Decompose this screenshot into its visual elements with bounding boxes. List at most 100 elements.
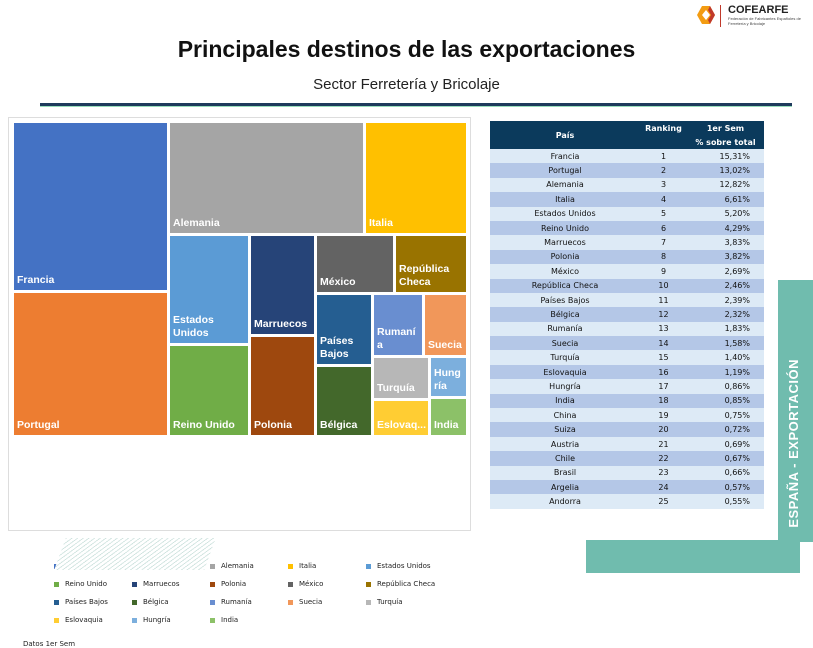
treemap-cell-label: Portugal (17, 419, 60, 431)
treemap-cell: Marruecos (250, 235, 315, 335)
legend-swatch (132, 581, 137, 587)
share-cell: 0,57% (686, 479, 764, 495)
legend-swatch (366, 599, 371, 605)
legend-swatch (210, 581, 215, 587)
legend-swatch (288, 599, 293, 605)
legend-item: Reino Unido (54, 580, 107, 588)
treemap-cell: Turquía (373, 357, 429, 399)
table-row: Turquía 15 1,40% (490, 350, 764, 365)
page-subtitle: Sector Ferretería y Bricolaje (313, 76, 500, 93)
country-cell: Estados Unidos (490, 206, 640, 221)
share-cell: 1,83% (686, 321, 764, 337)
legend-item: República Checa (366, 580, 435, 588)
logo-mark-icon (697, 6, 715, 24)
rank-cell: 3 (640, 177, 687, 193)
rank-cell: 14 (640, 336, 687, 351)
country-cell: Andorra (490, 494, 640, 509)
legend-swatch (210, 599, 215, 605)
table-row: Brasil 23 0,66% (490, 465, 764, 480)
treemap-cell: Eslovaq... (373, 400, 429, 436)
table-row: Portugal 2 13,02% (490, 163, 764, 178)
legend-swatch (54, 617, 59, 623)
table-row: Austria 21 0,69% (490, 436, 764, 452)
title-divider (40, 103, 792, 107)
legend-label: Polonia (221, 580, 247, 588)
share-cell: 0,86% (686, 379, 764, 394)
table-row: India 18 0,85% (490, 393, 764, 409)
share-cell: 3,83% (686, 235, 764, 250)
country-cell: Países Bajos (490, 292, 640, 308)
treemap-cell-label: India (434, 419, 459, 431)
share-cell: 2,39% (686, 292, 764, 308)
legend-item: Países Bajos (54, 598, 108, 606)
share-cell: 1,40% (686, 350, 764, 365)
table-row: Andorra 25 0,55% (490, 494, 764, 509)
treemap-cell-label: Alemania (173, 217, 220, 229)
treemap-cell-label: República Checa (399, 263, 450, 288)
treemap-cell: Francia (13, 122, 168, 291)
treemap-cell: Bélgica (316, 366, 372, 436)
rank-cell: 25 (640, 494, 687, 509)
country-cell: Polonia (490, 249, 640, 265)
country-cell: Brasil (490, 465, 640, 480)
legend-label: Marruecos (143, 580, 180, 588)
legend-swatch (54, 599, 59, 605)
country-cell: Chile (490, 451, 640, 466)
country-cell: Argelia (490, 479, 640, 495)
table-row: China 19 0,75% (490, 408, 764, 423)
country-cell: México (490, 264, 640, 279)
rank-cell: 20 (640, 422, 687, 437)
share-cell: 2,32% (686, 307, 764, 322)
treemap-cell-label: Reino Unido (173, 419, 235, 431)
legend-swatch (288, 563, 293, 569)
share-cell: 15,31% (686, 149, 764, 164)
treemap-cell-label: Turquía (377, 382, 415, 394)
treemap-cell: India (430, 398, 467, 436)
treemap-cell-label: México (320, 276, 356, 288)
treemap-cell: Hung ría (430, 357, 467, 397)
legend-item: Italia (288, 562, 316, 570)
legend-item: Eslovaquia (54, 616, 103, 624)
legend-label: Rumanía (221, 598, 252, 606)
share-cell: 12,82% (686, 177, 764, 193)
hatch-decoration (54, 538, 216, 570)
logo-name: COFEARFE (728, 4, 789, 16)
header-blank (640, 135, 687, 149)
table-row: Bélgica 12 2,32% (490, 307, 764, 322)
country-cell: Reino Unido (490, 220, 640, 236)
legend-swatch (132, 617, 137, 623)
table-row: Polonia 8 3,82% (490, 249, 764, 265)
legend-item: India (210, 616, 238, 624)
treemap-cell-label: Estados Unidos (173, 314, 214, 339)
table-row: Alemania 3 12,82% (490, 177, 764, 193)
treemap-cell: Reino Unido (169, 345, 249, 436)
treemap-cell-label: Países Bajos (320, 335, 354, 360)
table-row: Hungría 17 0,86% (490, 379, 764, 394)
legend-item: Turquía (366, 598, 403, 606)
share-cell: 0,75% (686, 408, 764, 423)
share-cell: 6,61% (686, 192, 764, 207)
legend-label: República Checa (377, 580, 436, 588)
legend-label: Alemania (221, 562, 254, 570)
table-row: Suiza 20 0,72% (490, 422, 764, 437)
rank-cell: 2 (640, 163, 687, 178)
rank-cell: 17 (640, 379, 687, 394)
country-cell: Suecia (490, 336, 640, 351)
table-row: México 9 2,69% (490, 264, 764, 279)
treemap-cell-label: Rumaní a (377, 326, 416, 351)
country-cell: Alemania (490, 177, 640, 193)
country-cell: Eslovaquia (490, 364, 640, 380)
treemap-cell: Rumaní a (373, 294, 423, 356)
country-cell: Italia (490, 192, 640, 207)
share-cell: 5,20% (686, 206, 764, 221)
share-cell: 4,29% (686, 220, 764, 236)
rank-cell: 12 (640, 307, 687, 322)
country-cell: Turquía (490, 350, 640, 365)
treemap-cell-label: Marruecos (254, 318, 308, 330)
treemap-cell: México (316, 235, 394, 293)
legend-item: Suecia (288, 598, 322, 606)
side-label-band: ESPAÑA - EXPORTACIÓN (778, 280, 813, 542)
country-cell: Bélgica (490, 307, 640, 322)
page-title: Principales destinos de las exportacione… (177, 36, 636, 62)
rank-cell: 13 (640, 321, 687, 337)
